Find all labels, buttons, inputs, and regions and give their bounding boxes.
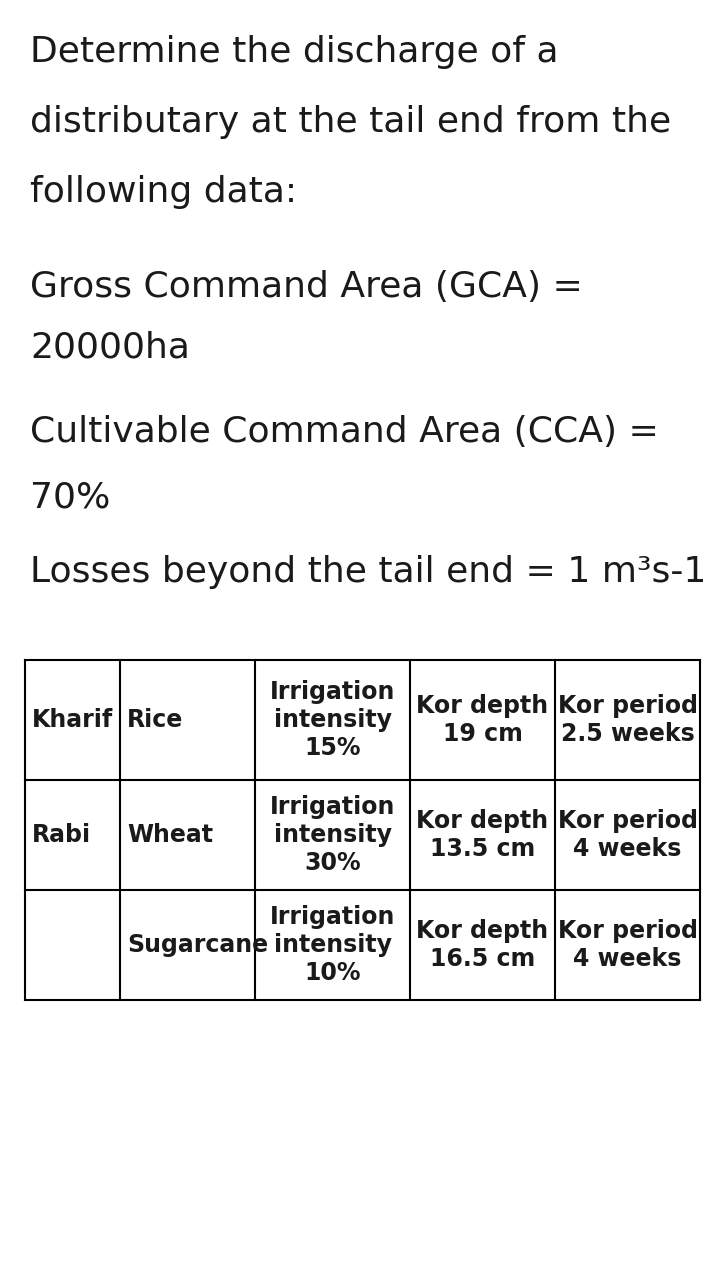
Text: Gross Command Area (GCA) =: Gross Command Area (GCA) = [30, 270, 583, 303]
Text: Cultivable Command Area (CCA) =: Cultivable Command Area (CCA) = [30, 415, 659, 449]
Text: Rabi: Rabi [32, 823, 91, 847]
Text: Kharif: Kharif [32, 708, 114, 732]
Text: 70%: 70% [30, 480, 111, 515]
Text: 20000ha: 20000ha [30, 330, 190, 364]
Text: Irrigation
intensity
10%: Irrigation intensity 10% [270, 905, 395, 984]
Text: Rice: Rice [127, 708, 183, 732]
Text: Kor depth
13.5 cm: Kor depth 13.5 cm [416, 809, 549, 861]
Text: Wheat: Wheat [127, 823, 213, 847]
Text: Losses beyond the tail end = 1 m³s-1: Losses beyond the tail end = 1 m³s-1 [30, 556, 706, 589]
Text: following data:: following data: [30, 175, 297, 209]
Text: Kor depth
19 cm: Kor depth 19 cm [416, 694, 549, 746]
Text: Kor period
2.5 weeks: Kor period 2.5 weeks [557, 694, 698, 746]
Text: distributary at the tail end from the: distributary at the tail end from the [30, 105, 671, 140]
Text: Kor period
4 weeks: Kor period 4 weeks [557, 809, 698, 861]
Text: Kor depth
16.5 cm: Kor depth 16.5 cm [416, 919, 549, 972]
Text: Kor period
4 weeks: Kor period 4 weeks [557, 919, 698, 972]
Text: Irrigation
intensity
30%: Irrigation intensity 30% [270, 795, 395, 874]
Text: Irrigation
intensity
15%: Irrigation intensity 15% [270, 680, 395, 760]
Text: Determine the discharge of a: Determine the discharge of a [30, 35, 558, 69]
Text: Sugarcane: Sugarcane [127, 933, 268, 957]
